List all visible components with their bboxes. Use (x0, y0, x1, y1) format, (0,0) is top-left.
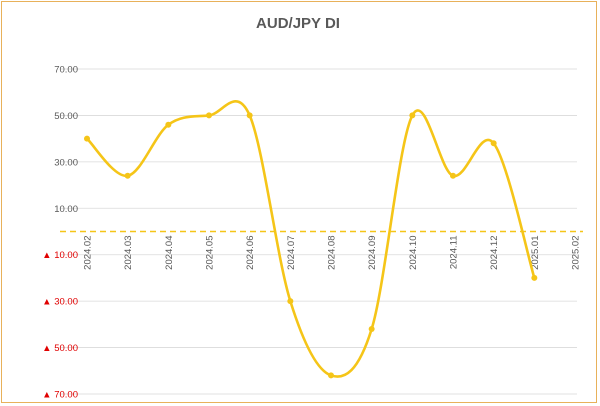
data-point (165, 121, 172, 128)
x-tick-label: 2024.10 (408, 236, 419, 270)
data-point (287, 298, 294, 305)
data-point (490, 140, 497, 147)
x-tick-label: 2025.01 (530, 236, 541, 270)
data-point (531, 274, 538, 281)
y-tick-label: 10.00 (54, 204, 78, 215)
x-tick-label: 2024.12 (489, 236, 500, 270)
x-tick-label: 2025.02 (571, 236, 582, 270)
y-tick-label: ▲ 50.00 (42, 343, 78, 354)
x-tick-label: 2024.08 (327, 236, 338, 270)
x-axis: 2024.02 2024.03 2024.04 2024.05 2024.06 2024.… (83, 236, 582, 270)
y-tick-label: 50.00 (54, 111, 78, 122)
series-layer (84, 100, 538, 379)
grid-layer (60, 68, 577, 395)
data-point (124, 172, 131, 179)
x-tick-label: 2024.06 (245, 236, 256, 270)
y-tick-label: 30.00 (54, 157, 78, 168)
y-tick-label: ▲ 10.00 (42, 250, 78, 261)
chart-title: AUD/JPY DI (256, 15, 340, 32)
x-tick-label: 2024.09 (367, 236, 378, 270)
x-tick-label: 2024.02 (83, 236, 94, 270)
data-point (450, 172, 456, 179)
x-tick-label: 2024.11 (449, 236, 460, 270)
data-point (84, 135, 90, 142)
y-tick-label: ▲ 70.00 (42, 390, 78, 401)
data-point (206, 112, 212, 119)
x-tick-label: 2024.05 (205, 236, 216, 270)
series-line (86, 100, 536, 378)
data-point (328, 372, 334, 379)
y-tick-label: 70.00 (54, 65, 78, 76)
x-tick-label: 2024.04 (164, 236, 175, 270)
y-axis: 70.00 50.00 30.00 10.00 ▲ 10.00 ▲ 30.00 ▲ 50.0… (42, 65, 78, 401)
y-tick-label: ▲ 30.00 (42, 297, 78, 308)
data-point (368, 326, 375, 332)
x-tick-label: 2024.03 (123, 236, 134, 270)
data-point (246, 112, 253, 119)
x-tick-label: 2024.07 (286, 236, 297, 270)
data-point (409, 112, 416, 119)
